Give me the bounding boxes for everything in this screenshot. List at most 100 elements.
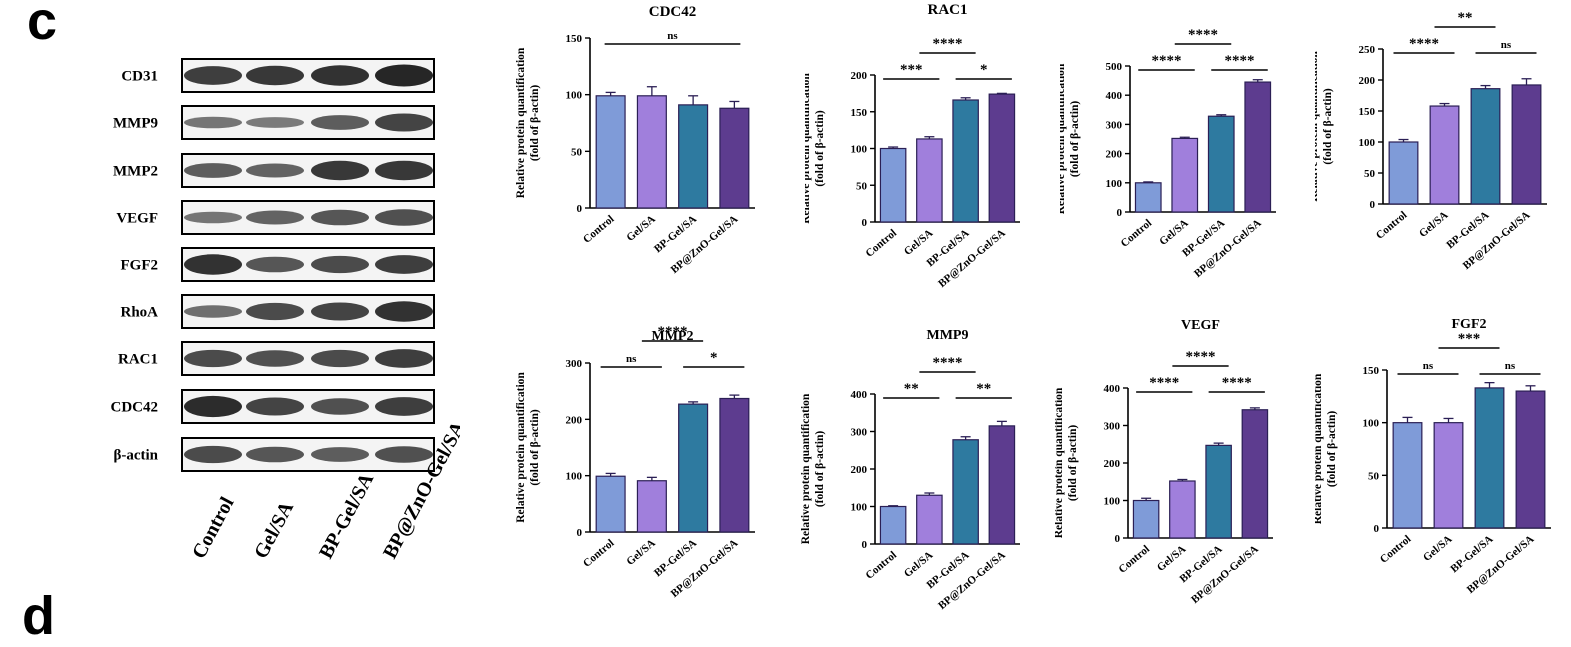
y-tick-label: 200 xyxy=(1359,75,1376,87)
y-tick-label: 200 xyxy=(1104,458,1121,470)
blot-band xyxy=(184,445,242,464)
y-axis-label: Relative protein quantification xyxy=(1060,63,1067,214)
y-axis-label-units: (fold of β-actin) xyxy=(1326,411,1338,487)
blot-band xyxy=(246,210,304,225)
y-tick-label: 100 xyxy=(851,144,868,156)
blot-lane-label: Control xyxy=(188,493,239,562)
blot-band xyxy=(375,160,433,181)
bar xyxy=(1433,422,1464,529)
x-tick-label: Control xyxy=(1378,533,1414,566)
x-tick-label: Gel/SA xyxy=(1421,533,1455,564)
y-tick-label: 150 xyxy=(1359,106,1376,118)
blot-band xyxy=(311,209,369,226)
y-tick-label: 100 xyxy=(566,90,583,102)
blot-band xyxy=(246,350,304,367)
y-tick-label: 100 xyxy=(1363,418,1380,430)
bar xyxy=(595,475,626,533)
y-axis-label: Relative protein quantification xyxy=(1315,51,1320,202)
bar xyxy=(636,480,667,533)
bar-chart: FGF2 Relative protein quantification(fold… xyxy=(1315,317,1551,596)
x-tick-label: Gel/SA xyxy=(1417,209,1451,240)
bar xyxy=(952,99,979,223)
bar xyxy=(1134,182,1162,213)
bar xyxy=(595,95,626,209)
y-tick-label: 250 xyxy=(1359,44,1376,56)
y-axis-label: Relative protein quantification xyxy=(805,73,812,224)
blot-band xyxy=(311,255,369,274)
x-tick-label: Gel/SA xyxy=(902,549,936,580)
bar-chart: MMP9 Relative protein quantification (fold… xyxy=(800,328,1020,612)
blot-band xyxy=(375,209,433,226)
x-tick-label: Control xyxy=(1374,209,1410,242)
significance-label: **** xyxy=(1149,375,1179,391)
y-axis-label: Relative protein quantification xyxy=(515,372,527,523)
x-tick-label: BP@ZnO-Gel/SA xyxy=(936,549,1008,612)
y-tick-label: 150 xyxy=(566,33,583,45)
bar xyxy=(916,138,943,223)
y-tick-label: 150 xyxy=(1363,365,1380,377)
significance-label: **** xyxy=(933,355,963,371)
bar xyxy=(1515,390,1546,529)
significance-label: ns xyxy=(1501,39,1512,51)
significance-label: *** xyxy=(1458,331,1481,347)
blot-band xyxy=(375,255,433,274)
x-tick-label: Control xyxy=(581,537,617,570)
bar xyxy=(636,95,667,209)
y-axis-label-units: (fold of β-actin) xyxy=(1067,425,1079,501)
significance-label: *** xyxy=(900,62,923,78)
y-tick-label: 150 xyxy=(851,107,868,119)
y-axis-label-units: (fold of β-actin) xyxy=(1322,88,1334,164)
y-tick-label: 200 xyxy=(851,464,868,476)
blot-band xyxy=(311,302,369,321)
y-axis-label-units: (fold of β-actin) xyxy=(1069,101,1081,177)
blot-band xyxy=(184,254,242,275)
y-tick-label: 200 xyxy=(1106,149,1123,161)
blot-protein-label: RAC1 xyxy=(118,352,158,368)
x-tick-label: Gel/SA xyxy=(624,213,658,244)
bar xyxy=(952,439,979,545)
bar xyxy=(879,147,907,223)
chart-title: MMP9 xyxy=(927,328,969,343)
x-tick-label: Gel/SA xyxy=(624,537,658,568)
blot-protein-label: β-actin xyxy=(113,448,158,464)
significance-label: ** xyxy=(976,381,991,397)
chart-title: RAC1 xyxy=(928,2,968,18)
bar xyxy=(1511,84,1542,205)
bar xyxy=(678,104,709,209)
blot-band xyxy=(375,113,433,132)
blot-band xyxy=(184,116,242,129)
significance-label: ns xyxy=(1423,360,1434,372)
blot-band xyxy=(375,301,433,322)
x-tick-label: Control xyxy=(1119,217,1155,250)
y-tick-label: 0 xyxy=(1370,199,1376,211)
blot-band xyxy=(246,163,304,178)
blot-band xyxy=(311,398,369,415)
blot-band xyxy=(375,64,433,87)
y-tick-label: 300 xyxy=(566,358,583,370)
y-tick-label: 100 xyxy=(1359,137,1376,149)
y-axis-label: Relative protein quantification xyxy=(1315,373,1324,524)
significance-label: ** xyxy=(1458,10,1473,26)
significance-label: ns xyxy=(626,353,637,365)
significance-label: **** xyxy=(1188,27,1218,43)
y-tick-label: 50 xyxy=(1368,470,1380,482)
blot-band xyxy=(184,66,242,85)
blot-protein-label: RhoA xyxy=(120,305,158,321)
bar xyxy=(1205,444,1232,539)
blot-band xyxy=(184,349,242,368)
bar xyxy=(1244,81,1272,213)
bar xyxy=(1169,480,1196,539)
significance-label: * xyxy=(710,350,718,366)
y-tick-label: 50 xyxy=(571,146,583,158)
bar-chart: Relative protein quantification(fold of … xyxy=(1315,10,1547,272)
y-tick-label: 100 xyxy=(851,502,868,514)
blot-band xyxy=(184,305,242,318)
y-axis-label-units: (fold of β-actin) xyxy=(814,110,826,186)
blot-band xyxy=(246,302,304,321)
y-tick-label: 0 xyxy=(577,203,583,215)
y-tick-label: 0 xyxy=(862,539,868,551)
panel-letter-c: c xyxy=(27,0,58,51)
y-axis-label: Relative protein quantification xyxy=(800,393,812,544)
blot-band xyxy=(184,211,242,224)
